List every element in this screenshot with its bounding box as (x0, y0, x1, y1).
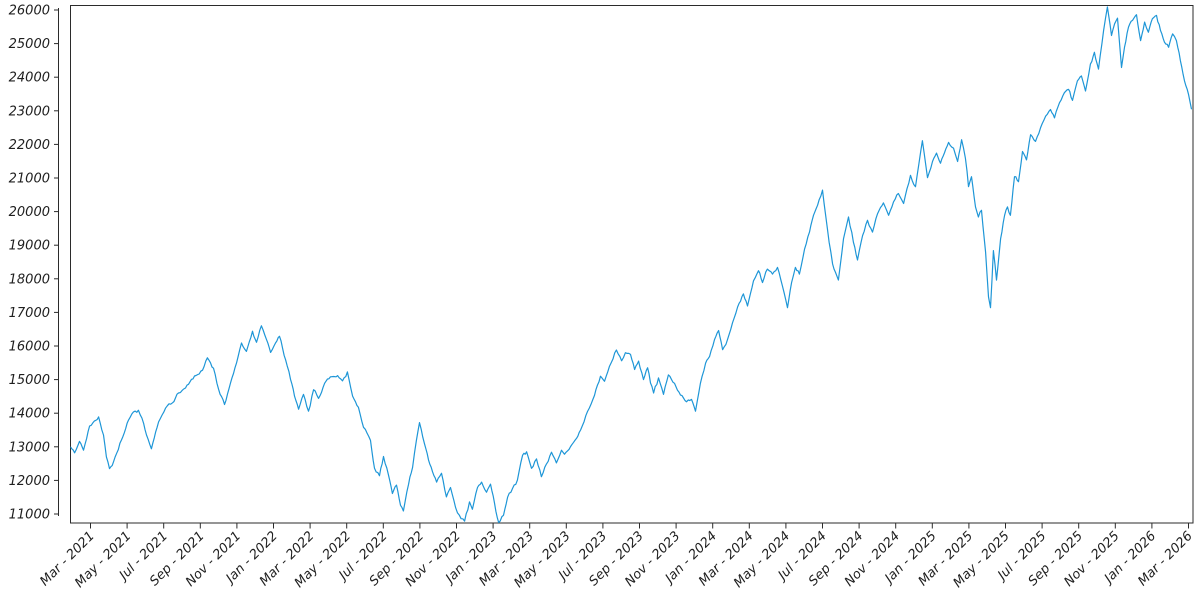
y-tick-label: 12000 (9, 474, 50, 489)
y-tick-label: 17000 (9, 306, 50, 321)
y-tick-label: 16000 (9, 340, 50, 355)
y-tick-label: 18000 (9, 272, 50, 287)
y-tick-label: 22000 (9, 138, 50, 153)
y-tick-label: 14000 (9, 407, 50, 422)
price-line (70, 6, 1193, 524)
y-tick-label: 24000 (9, 71, 50, 86)
y-tick-label: 19000 (9, 239, 50, 254)
y-axis: 11000 12000 13000 14000 15000 16000 17000 18000… (9, 4, 59, 523)
plot-border (70, 5, 1194, 524)
y-tick-label: 15000 (9, 373, 50, 388)
y-tick-label: 21000 (9, 172, 50, 187)
y-tick-label: 26000 (9, 4, 50, 19)
y-tick-label: 11000 (9, 508, 50, 523)
y-tick-label: 13000 (9, 440, 50, 455)
y-tick-label: 25000 (9, 37, 50, 52)
y-tick-label: 20000 (9, 205, 50, 220)
y-tick-label: 23000 (9, 104, 50, 119)
